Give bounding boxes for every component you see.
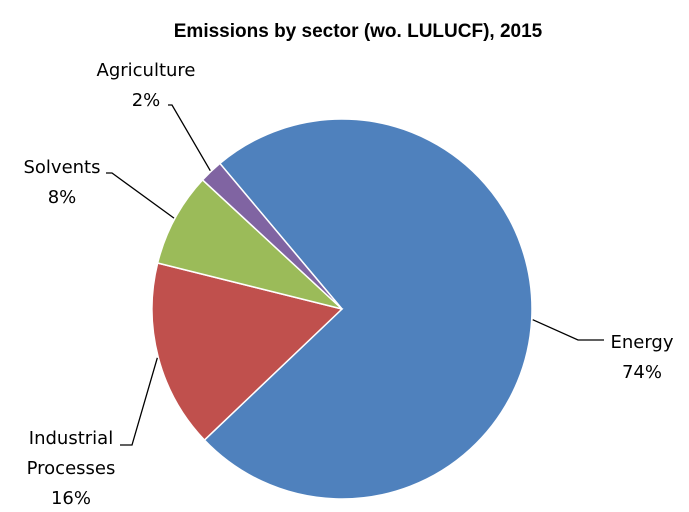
- slice-industrial-processes: [151, 262, 344, 442]
- label-solvents-percent: 8%: [48, 187, 77, 208]
- label-agriculture-percent: 2%: [132, 90, 161, 111]
- label-industrial-name-line2: Processes: [27, 458, 116, 479]
- leader-line-solvents: [106, 172, 175, 219]
- label-industrial-name-line1: Industrial: [29, 428, 113, 449]
- leader-lines: [106, 104, 604, 446]
- leader-line-energy: [532, 319, 604, 341]
- label-energy-name: Energy: [610, 332, 673, 353]
- slice-agriculture: [201, 162, 343, 310]
- slice-energy: [203, 118, 533, 500]
- chart-title: Emissions by sector (wo. LULUCF), 2015: [174, 21, 543, 42]
- leader-line-industrial-processes: [120, 357, 158, 446]
- label-agriculture-name: Agriculture: [97, 60, 196, 81]
- label-industrial-percent: 16%: [51, 488, 91, 509]
- label-energy-percent: 74%: [622, 362, 662, 383]
- pie-slices: [151, 118, 533, 500]
- slice-solvents: [156, 178, 343, 310]
- label-solvents-name: Solvents: [23, 157, 100, 178]
- leader-line-agriculture: [168, 104, 211, 172]
